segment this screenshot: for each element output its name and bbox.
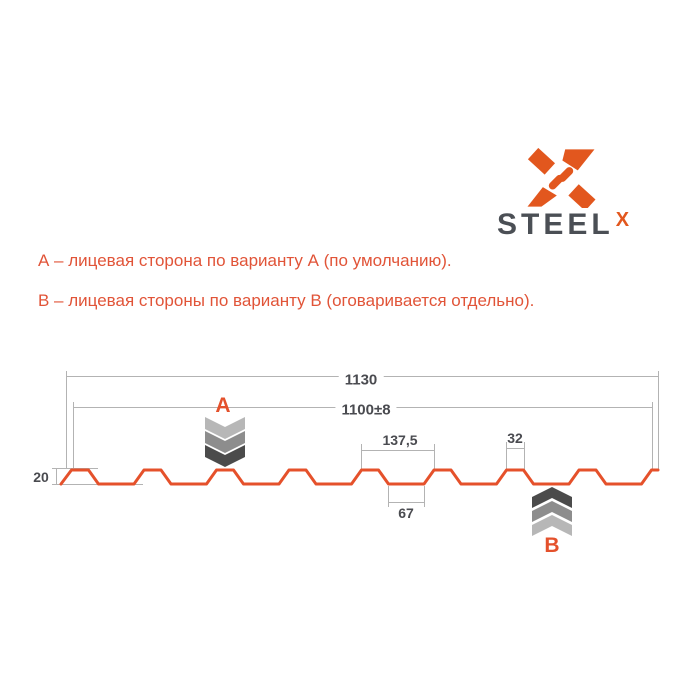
label-rib-pitch: 137,5 [382,432,418,448]
note-variant-a: А – лицевая сторона по варианту А (по ум… [38,251,452,270]
logo-arm-top-left [527,148,556,175]
dim-line-height-bottom [52,484,143,485]
logo-center-bar-2 [548,174,564,190]
variant-a-chevron-icon [205,417,245,467]
brand-wordmark: STEEL X [497,210,629,240]
label-working-width: 1100±8 [335,401,397,419]
note-variant-b: В – лицевая стороны по варианту В (огова… [38,291,535,310]
variant-b-chevron-icon [532,487,572,536]
dim-line-valley [388,502,424,503]
ext-line-ribtop-right [524,442,525,470]
label-profile-height: 20 [33,469,49,485]
logo-center-bar-1 [558,167,574,182]
dim-line-rib-top [506,448,524,449]
logo-arm-bottom-left [527,187,557,207]
ext-line-pitch-right [434,444,435,470]
dim-line-height-top [52,468,98,469]
ext-line-right-outer [658,371,659,469]
logo-arm-bottom-right [568,184,596,208]
label-valley-width: 67 [398,505,414,521]
label-rib-top-width: 32 [507,430,523,446]
ext-line-pitch-left [361,444,362,470]
sheet-profile-outline [59,468,660,486]
dim-line-rib-pitch [361,450,435,451]
marker-variant-b: В [544,534,560,557]
ext-line-left-outer [66,371,67,469]
ext-line-height [56,468,57,485]
brand-superscript-x: X [615,209,630,231]
logo-arm-top-right [562,149,595,171]
ext-line-ribtop-left [506,442,507,470]
ext-line-right-inner [652,402,653,471]
brand-name: STEEL [497,208,614,241]
ext-line-valley-right [424,486,425,507]
label-total-width: 1130 [338,371,384,389]
marker-variant-a: А [215,394,231,417]
steelx-logo-icon [527,148,596,208]
ext-line-left-inner [73,402,74,471]
ext-line-valley-left [388,486,389,507]
